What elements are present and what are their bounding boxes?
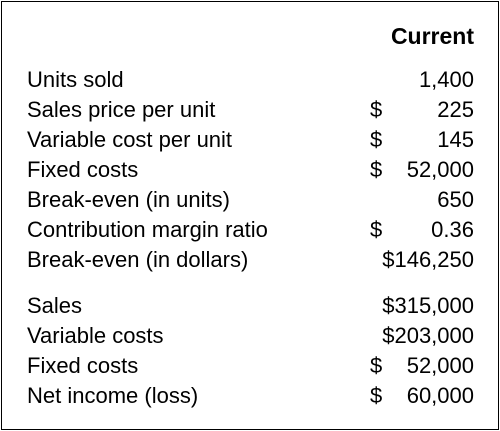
row-value: 225 bbox=[437, 97, 474, 122]
row-label: Contribution margin ratio bbox=[27, 217, 268, 242]
row-label: Fixed costs bbox=[27, 157, 139, 182]
row-value: 650 bbox=[437, 187, 474, 212]
table-row: Break-even (in dollars) $146,250 bbox=[2, 245, 498, 275]
row-value: $146,250 bbox=[382, 247, 474, 272]
table-row: Net income (loss) $ 60,000 bbox=[2, 381, 498, 411]
table-row: Variable costs $203,000 bbox=[2, 321, 498, 351]
row-value: $315,000 bbox=[382, 293, 474, 318]
currency-symbol: $ bbox=[370, 383, 383, 408]
row-label: Variable cost per unit bbox=[27, 127, 233, 152]
table-row: Sales $315,000 bbox=[2, 291, 498, 321]
row-value: 1,400 bbox=[418, 67, 474, 92]
row-label: Break-even (in dollars) bbox=[27, 247, 249, 272]
table-row: Contribution margin ratio $ 0.36 bbox=[2, 215, 498, 245]
table-row: Units sold 1,400 bbox=[2, 65, 498, 95]
row-value: 60,000 bbox=[406, 383, 474, 408]
row-value: 0.36 bbox=[431, 217, 474, 242]
row-label: Variable costs bbox=[27, 323, 164, 348]
row-label: Sales price per unit bbox=[27, 97, 216, 122]
currency-symbol: $ bbox=[370, 353, 383, 378]
row-value: 52,000 bbox=[406, 157, 474, 182]
table-row: Fixed costs $ 52,000 bbox=[2, 351, 498, 381]
column-header-current: Current bbox=[390, 23, 474, 49]
currency-symbol: $ bbox=[370, 157, 383, 182]
row-value: 145 bbox=[437, 127, 474, 152]
row-label: Fixed costs bbox=[27, 353, 139, 378]
currency-symbol: $ bbox=[370, 127, 383, 152]
row-value: 52,000 bbox=[406, 353, 474, 378]
row-label: Break-even (in units) bbox=[27, 187, 230, 212]
table-row: Fixed costs $ 52,000 bbox=[2, 155, 498, 185]
currency-symbol: $ bbox=[370, 217, 383, 242]
row-label: Sales bbox=[27, 293, 83, 318]
row-label: Net income (loss) bbox=[27, 383, 199, 408]
table-row: Sales price per unit $ 225 bbox=[2, 95, 498, 125]
table-row: Break-even (in units) 650 bbox=[2, 185, 498, 215]
table-row: Variable cost per unit $ 145 bbox=[2, 125, 498, 155]
row-value: $203,000 bbox=[382, 323, 474, 348]
currency-symbol: $ bbox=[370, 97, 383, 122]
row-label: Units sold bbox=[27, 67, 124, 92]
